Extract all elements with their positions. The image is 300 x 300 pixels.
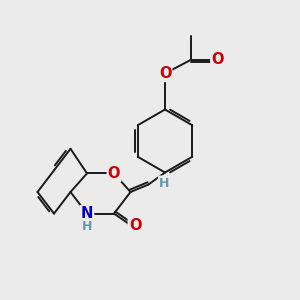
Text: O: O	[211, 52, 224, 68]
Text: N: N	[81, 206, 93, 221]
Text: H: H	[159, 176, 169, 190]
Text: O: O	[129, 218, 141, 232]
Text: H: H	[82, 220, 92, 233]
Text: O: O	[159, 66, 171, 81]
Text: O: O	[108, 166, 120, 181]
